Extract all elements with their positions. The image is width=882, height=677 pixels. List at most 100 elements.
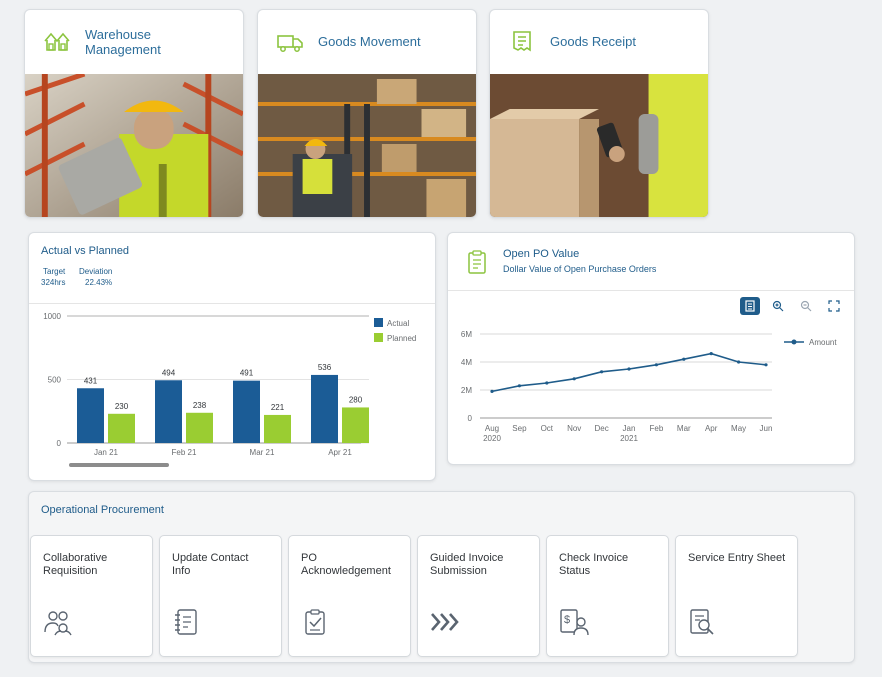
data-label: 280 xyxy=(349,395,363,404)
chart-subtitle: Dollar Value of Open Purchase Orders xyxy=(503,264,657,274)
line-chart: 0 2M 4M 6M Aug Sep Oct Nov Dec Jan Feb Mar Apr May Jun… xyxy=(461,330,837,443)
tile-check-invoice-status[interactable]: Check Invoice Status $ xyxy=(546,535,669,657)
bar-actual xyxy=(155,380,182,443)
address-book-icon xyxy=(175,609,197,635)
bar-planned xyxy=(108,413,135,443)
legend-swatch xyxy=(374,333,383,342)
table-icon xyxy=(745,300,755,312)
table-view-button[interactable] xyxy=(740,297,760,315)
tile-label: Update Contact Info xyxy=(172,552,249,577)
chevrons-icon xyxy=(431,613,459,631)
x-year-label: 2021 xyxy=(620,434,638,443)
actual-vs-planned-card[interactable]: Actual vs Planned Target 324hrs Deviatio… xyxy=(28,232,436,481)
tile-guided-invoice-submission[interactable]: Guided Invoice Submission xyxy=(417,535,540,657)
tile-collaborative-requisition[interactable]: Collaborative Requisition xyxy=(30,535,153,657)
truck-icon xyxy=(277,34,303,52)
tile-title: Goods Receipt xyxy=(550,34,636,49)
target-value: 324hrs xyxy=(41,278,66,287)
tile-label: Service Entry Sheet xyxy=(688,552,786,564)
warehouse-icon xyxy=(44,32,70,51)
data-point xyxy=(709,352,713,356)
data-point xyxy=(517,384,521,388)
chart-title: Actual vs Planned xyxy=(41,245,130,257)
y-tick-label: 2M xyxy=(461,386,472,395)
x-tick-label: Aug xyxy=(485,424,499,433)
tile-goods-movement[interactable]: Goods Movement xyxy=(257,9,477,218)
chart-toolbar xyxy=(740,297,850,315)
data-label: 230 xyxy=(115,402,129,411)
zoom-in-button[interactable] xyxy=(768,297,788,315)
bar-actual xyxy=(77,388,104,443)
bar-chart: 0 500 1000 431 230 Jan 21 494 238 Feb 21 491 221 Ma… xyxy=(43,312,416,467)
bar-planned xyxy=(186,412,213,443)
data-label: 221 xyxy=(271,403,285,412)
y-tick-label: 1000 xyxy=(43,312,61,321)
zoom-out-button[interactable] xyxy=(796,297,816,315)
x-tick-label: Apr 21 xyxy=(328,448,352,457)
data-point xyxy=(682,357,686,361)
tile-goods-receipt[interactable]: Goods Receipt xyxy=(489,9,709,218)
goods-receipt-photo xyxy=(490,74,708,217)
tile-po-acknowledgement[interactable]: PO Acknowledgement xyxy=(288,535,411,657)
legend-label: Planned xyxy=(387,334,416,343)
series-line-amount xyxy=(491,352,767,393)
bar-actual xyxy=(311,374,338,443)
legend-marker xyxy=(791,339,797,345)
y-tick-label: 6M xyxy=(461,330,472,339)
tile-update-contact-info[interactable]: Update Contact Info xyxy=(159,535,282,657)
x-tick-label: Feb xyxy=(650,424,664,433)
data-point xyxy=(545,381,549,385)
data-point xyxy=(572,377,576,381)
y-tick-label: 0 xyxy=(57,439,62,448)
x-tick-label: Jan 21 xyxy=(94,448,119,457)
warehouse-worker-photo xyxy=(25,74,243,217)
legend-label: Amount xyxy=(809,338,837,347)
data-point xyxy=(600,370,604,374)
data-label: 494 xyxy=(162,368,176,377)
x-tick-label: Nov xyxy=(567,424,581,433)
target-label: Target xyxy=(43,267,66,276)
divider xyxy=(29,303,435,304)
data-label: 491 xyxy=(240,369,254,378)
x-tick-label: Sep xyxy=(512,424,527,433)
data-label: 238 xyxy=(193,401,207,410)
deviation-label: Deviation xyxy=(79,267,113,276)
clipboard-icon xyxy=(468,250,486,274)
x-tick-label: Feb 21 xyxy=(172,448,197,457)
fullscreen-button[interactable] xyxy=(824,297,844,315)
data-point xyxy=(737,360,741,364)
legend-label: Actual xyxy=(387,319,409,328)
tile-service-entry-sheet[interactable]: Service Entry Sheet xyxy=(675,535,798,657)
people-icon xyxy=(44,611,72,636)
x-tick-label: Jun xyxy=(760,424,773,433)
data-point xyxy=(490,389,494,393)
bar-planned xyxy=(264,414,291,443)
bar-planned xyxy=(342,407,369,443)
tile-warehouse-management[interactable]: Warehouse Management xyxy=(24,9,244,218)
y-tick-label: 500 xyxy=(48,376,62,385)
data-point xyxy=(627,367,631,371)
tile-label: Check Invoice Status xyxy=(559,552,629,577)
x-tick-label: Apr xyxy=(705,424,718,433)
data-label: 536 xyxy=(318,363,332,372)
x-tick-label: Mar 21 xyxy=(250,448,275,457)
open-po-value-card[interactable]: Open PO Value Dollar Value of Open Purch… xyxy=(447,232,855,465)
data-label: 431 xyxy=(84,376,98,385)
receipt-icon xyxy=(513,30,531,51)
tile-label: Collaborative Requisition xyxy=(43,552,108,577)
tile-title: Warehouse Management xyxy=(85,26,161,57)
x-tick-label: Jan xyxy=(623,424,636,433)
x-tick-label: May xyxy=(731,424,746,433)
x-year-label: 2020 xyxy=(483,434,501,443)
data-point xyxy=(654,363,658,367)
forklift-photo xyxy=(258,74,476,217)
deviation-value: 22.43% xyxy=(85,278,113,287)
chart-title: Open PO Value xyxy=(503,248,580,260)
tile-title: Goods Movement xyxy=(318,34,421,49)
svg-text:$: $ xyxy=(564,614,570,626)
y-tick-label: 4M xyxy=(461,358,472,367)
x-tick-label: Oct xyxy=(541,424,554,433)
legend-swatch xyxy=(374,318,383,327)
bar-actual xyxy=(233,380,260,443)
zoom-in-icon xyxy=(772,300,784,312)
